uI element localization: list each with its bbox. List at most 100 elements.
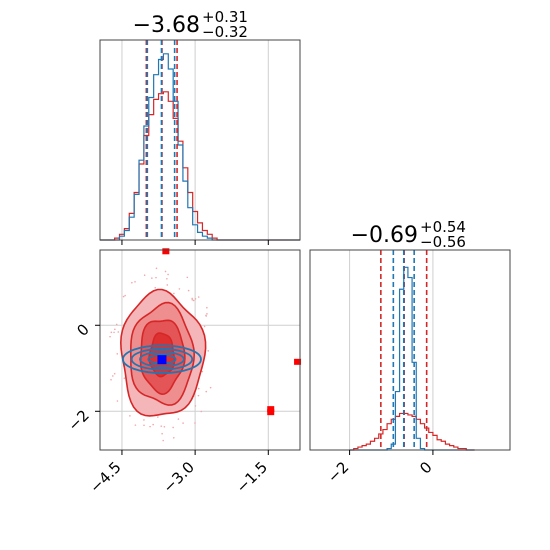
density-sample-point	[116, 400, 119, 402]
density-sample-point	[206, 306, 208, 309]
density-ytick-label: −2	[64, 406, 92, 434]
density-sample-point	[149, 425, 151, 428]
hist1-grid	[349, 250, 434, 450]
density-sample-point	[203, 325, 206, 328]
hist0-grid	[121, 40, 269, 240]
density-sample-point	[113, 331, 115, 334]
density-outlier-marker	[162, 248, 170, 255]
density-sample-point	[205, 390, 208, 393]
density-sample-point	[194, 298, 197, 300]
density-sample-point	[197, 296, 200, 298]
density-sample-point	[163, 425, 166, 428]
title-param0-sub: −0.32	[202, 23, 248, 41]
density-sample-point	[194, 405, 197, 407]
title-param1-sup: +0.54	[420, 218, 466, 236]
density-sample-point	[192, 299, 195, 302]
density-sample-point	[155, 267, 158, 270]
density-sample-point	[131, 281, 133, 284]
density-xtick-label: −1.5	[233, 458, 271, 496]
density-sample-point	[187, 289, 190, 292]
density-sample-point	[207, 350, 210, 352]
density-xticks: −4.5 −3.0 −1.5	[86, 450, 271, 497]
hist0-series-a	[100, 91, 300, 241]
density-sample-point	[194, 422, 196, 424]
density-sample-point	[157, 416, 159, 418]
density-sample-point	[123, 377, 126, 380]
density-sample-point	[178, 288, 181, 290]
density-outlier-marker	[294, 358, 302, 365]
hist1-panel: −2 0	[309, 249, 511, 486]
hist1-quantile-lines	[380, 250, 428, 450]
density-sample-point	[129, 415, 131, 417]
density-sample-point	[191, 298, 194, 301]
density-truth-marker	[157, 355, 167, 365]
density-sample-point	[197, 394, 200, 397]
density-sample-point	[167, 273, 169, 276]
density-sample-point	[177, 418, 180, 420]
density-contour-b	[139, 351, 185, 368]
hist0-xticks	[121, 240, 269, 245]
density-sample-point	[143, 274, 146, 277]
density-contour-b	[130, 348, 194, 371]
density-sample-point	[124, 294, 126, 297]
density-sample-point	[173, 292, 175, 295]
density-sample-point	[122, 295, 125, 298]
density-sample-point	[115, 323, 118, 326]
density-sample-point	[134, 281, 136, 283]
density-xtick-label: −3.0	[159, 458, 197, 496]
hist0-panel	[99, 39, 301, 245]
density-sample-point	[205, 315, 208, 317]
density-xtick-label: −4.5	[86, 458, 124, 496]
density-sample-point	[161, 432, 163, 435]
density-sample-point	[155, 276, 157, 279]
density-sample-point	[113, 372, 116, 375]
hist0-histograms	[100, 53, 300, 241]
density-sample-point	[151, 277, 153, 279]
density-sample-point	[172, 436, 175, 439]
density-panel: −4.5 −3.0 −1.5 0 −2	[64, 248, 302, 497]
hist1-histograms	[349, 266, 475, 451]
density-sample-point	[109, 335, 111, 338]
density-sample-point	[112, 375, 114, 377]
hist0-frame	[99, 39, 301, 241]
density-sample-point	[186, 276, 189, 279]
hist1-xtick-label: −2	[324, 458, 352, 486]
hist1-xticks: −2 0	[324, 450, 436, 486]
density-sample-point	[209, 386, 212, 389]
hist1-series-a	[349, 412, 475, 451]
density-frame	[99, 249, 301, 451]
hist0-quantile-lines	[145, 40, 178, 240]
hist1-xtick-label: 0	[416, 458, 435, 477]
title-param0: −3.68 +0.31 −0.32	[133, 8, 248, 41]
density-sample-point	[110, 378, 112, 381]
density-sample-point	[197, 387, 200, 390]
density-sample-point	[152, 423, 154, 426]
density-sample-point	[162, 439, 164, 442]
density-sample-point	[134, 424, 137, 426]
density-sample-point	[172, 426, 174, 429]
density-contours-b	[122, 344, 202, 374]
density-outlier-marker	[267, 409, 275, 416]
density-sample-point	[200, 410, 203, 413]
density-markers	[157, 248, 302, 416]
density-sample-point	[201, 370, 204, 373]
density-sample-point	[160, 425, 163, 427]
density-sample-point	[114, 328, 116, 331]
density-sample-point	[191, 297, 193, 300]
title-param1-sub: −0.56	[420, 233, 466, 251]
density-sample-point	[166, 278, 168, 280]
density-outlier-marker	[267, 406, 275, 413]
density-sample-point	[164, 270, 167, 273]
density-sample-point	[166, 284, 169, 286]
density-sample-point	[143, 419, 145, 421]
title-param0-sup: +0.31	[202, 8, 248, 26]
hist0-series-b	[100, 53, 300, 241]
density-sample-point	[154, 286, 157, 289]
density-ytick-label: 0	[73, 320, 92, 339]
hist1-frame	[309, 249, 511, 451]
density-sample-point	[110, 331, 113, 334]
density-sample-point	[116, 353, 119, 355]
density-sample-point	[206, 313, 208, 315]
density-sample-point	[182, 422, 184, 424]
